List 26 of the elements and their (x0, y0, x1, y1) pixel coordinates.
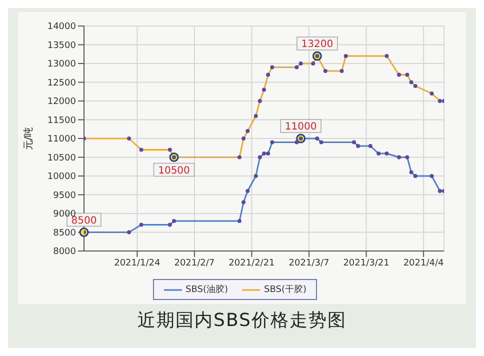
x-tick-label: 2021/2/7 (174, 258, 215, 268)
x-tick-label: 2021/1/24 (114, 258, 161, 268)
x-tick-label: 2021/3/21 (343, 258, 390, 268)
x-tick-label: 2021/3/7 (288, 258, 330, 268)
y-tick-label: 11000 (47, 134, 76, 145)
annotation: 11000 (284, 122, 317, 132)
y-tick-label: 8500 (53, 228, 76, 238)
x-tick-label: 2021/4/4 (403, 258, 444, 268)
y-tick-label: 9500 (53, 190, 76, 201)
y-tick-label: 8000 (53, 247, 76, 258)
y-tick-label: 12500 (47, 78, 76, 88)
y-tick-label: 10000 (47, 172, 76, 182)
y-tick-label: 14000 (47, 22, 76, 32)
x-tick-label: 2021/2/21 (228, 258, 275, 268)
y-tick-label: 13500 (47, 40, 76, 51)
legend-label: SBS(干胶) (263, 284, 306, 296)
y-axis-title: 元/吨 (22, 126, 35, 150)
text: 近期国内SBS价格走势图 (136, 309, 348, 332)
annotation: 13200 (301, 39, 334, 50)
y-tick-label: 11500 (47, 116, 76, 126)
y-tick-label: 12000 (47, 97, 76, 108)
y-tick-label: 13000 (47, 60, 76, 70)
annotation: 8500 (71, 215, 97, 226)
y-tick-label: 10500 (47, 153, 76, 164)
legend-label: SBS(油胶) (184, 284, 228, 296)
annotation: 10500 (158, 165, 190, 176)
